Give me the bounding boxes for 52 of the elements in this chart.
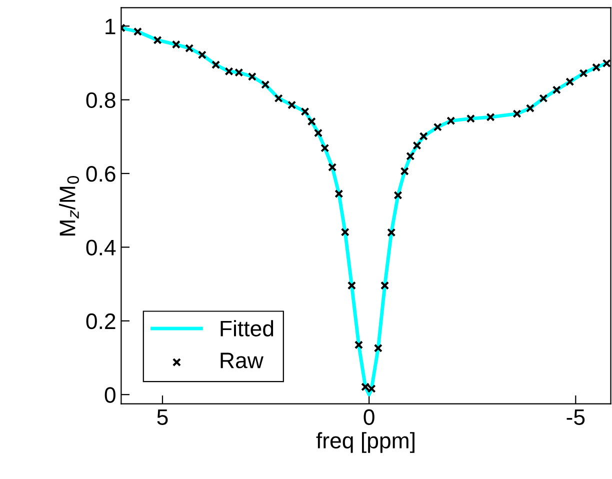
point (288, 100, 296, 110)
point (394, 190, 402, 200)
y-tick-label: 0.2 (86, 313, 116, 330)
point (380, 281, 390, 290)
point (374, 344, 382, 352)
point (387, 228, 396, 237)
point (347, 281, 356, 290)
point (133, 27, 142, 36)
point (539, 94, 548, 103)
point (307, 117, 316, 126)
point (526, 104, 535, 113)
y-tick-label: 0.8 (86, 92, 116, 108)
point (320, 144, 330, 152)
point (552, 86, 561, 94)
y-tick-label: 0.4 (86, 240, 116, 256)
point (198, 50, 206, 60)
point (419, 132, 428, 141)
x-tick-label: 0 (364, 409, 374, 425)
point (412, 141, 422, 150)
legend-label: Raw (220, 352, 264, 368)
point (211, 60, 220, 70)
point (400, 166, 409, 176)
x-tick-label: 5 (157, 409, 168, 425)
point (446, 116, 456, 126)
point (185, 44, 194, 52)
point (602, 59, 611, 68)
point (340, 228, 350, 236)
point (248, 72, 256, 81)
point (300, 107, 310, 116)
point (486, 112, 495, 122)
y-tick-label: 0 (104, 387, 116, 403)
point (314, 128, 323, 138)
point (592, 63, 601, 72)
point (466, 114, 476, 123)
point (406, 152, 415, 160)
point (274, 94, 283, 103)
point (153, 36, 162, 44)
point (566, 77, 574, 86)
x-axis-title: freq [ppm] (316, 432, 414, 453)
point (334, 189, 344, 198)
y-tick-label: 0.6 (86, 166, 116, 182)
point (172, 40, 180, 49)
y-tick-label: 1 (106, 18, 116, 34)
y-axis-title: M$_{z}$/M$_{0}$ (59, 176, 80, 236)
x-tick-label: -5 (566, 409, 585, 425)
point (328, 162, 337, 172)
point (261, 80, 270, 89)
point (579, 68, 588, 78)
point (354, 340, 364, 350)
point (433, 122, 442, 132)
legend-label: Fitted (220, 320, 274, 336)
point (512, 109, 522, 118)
